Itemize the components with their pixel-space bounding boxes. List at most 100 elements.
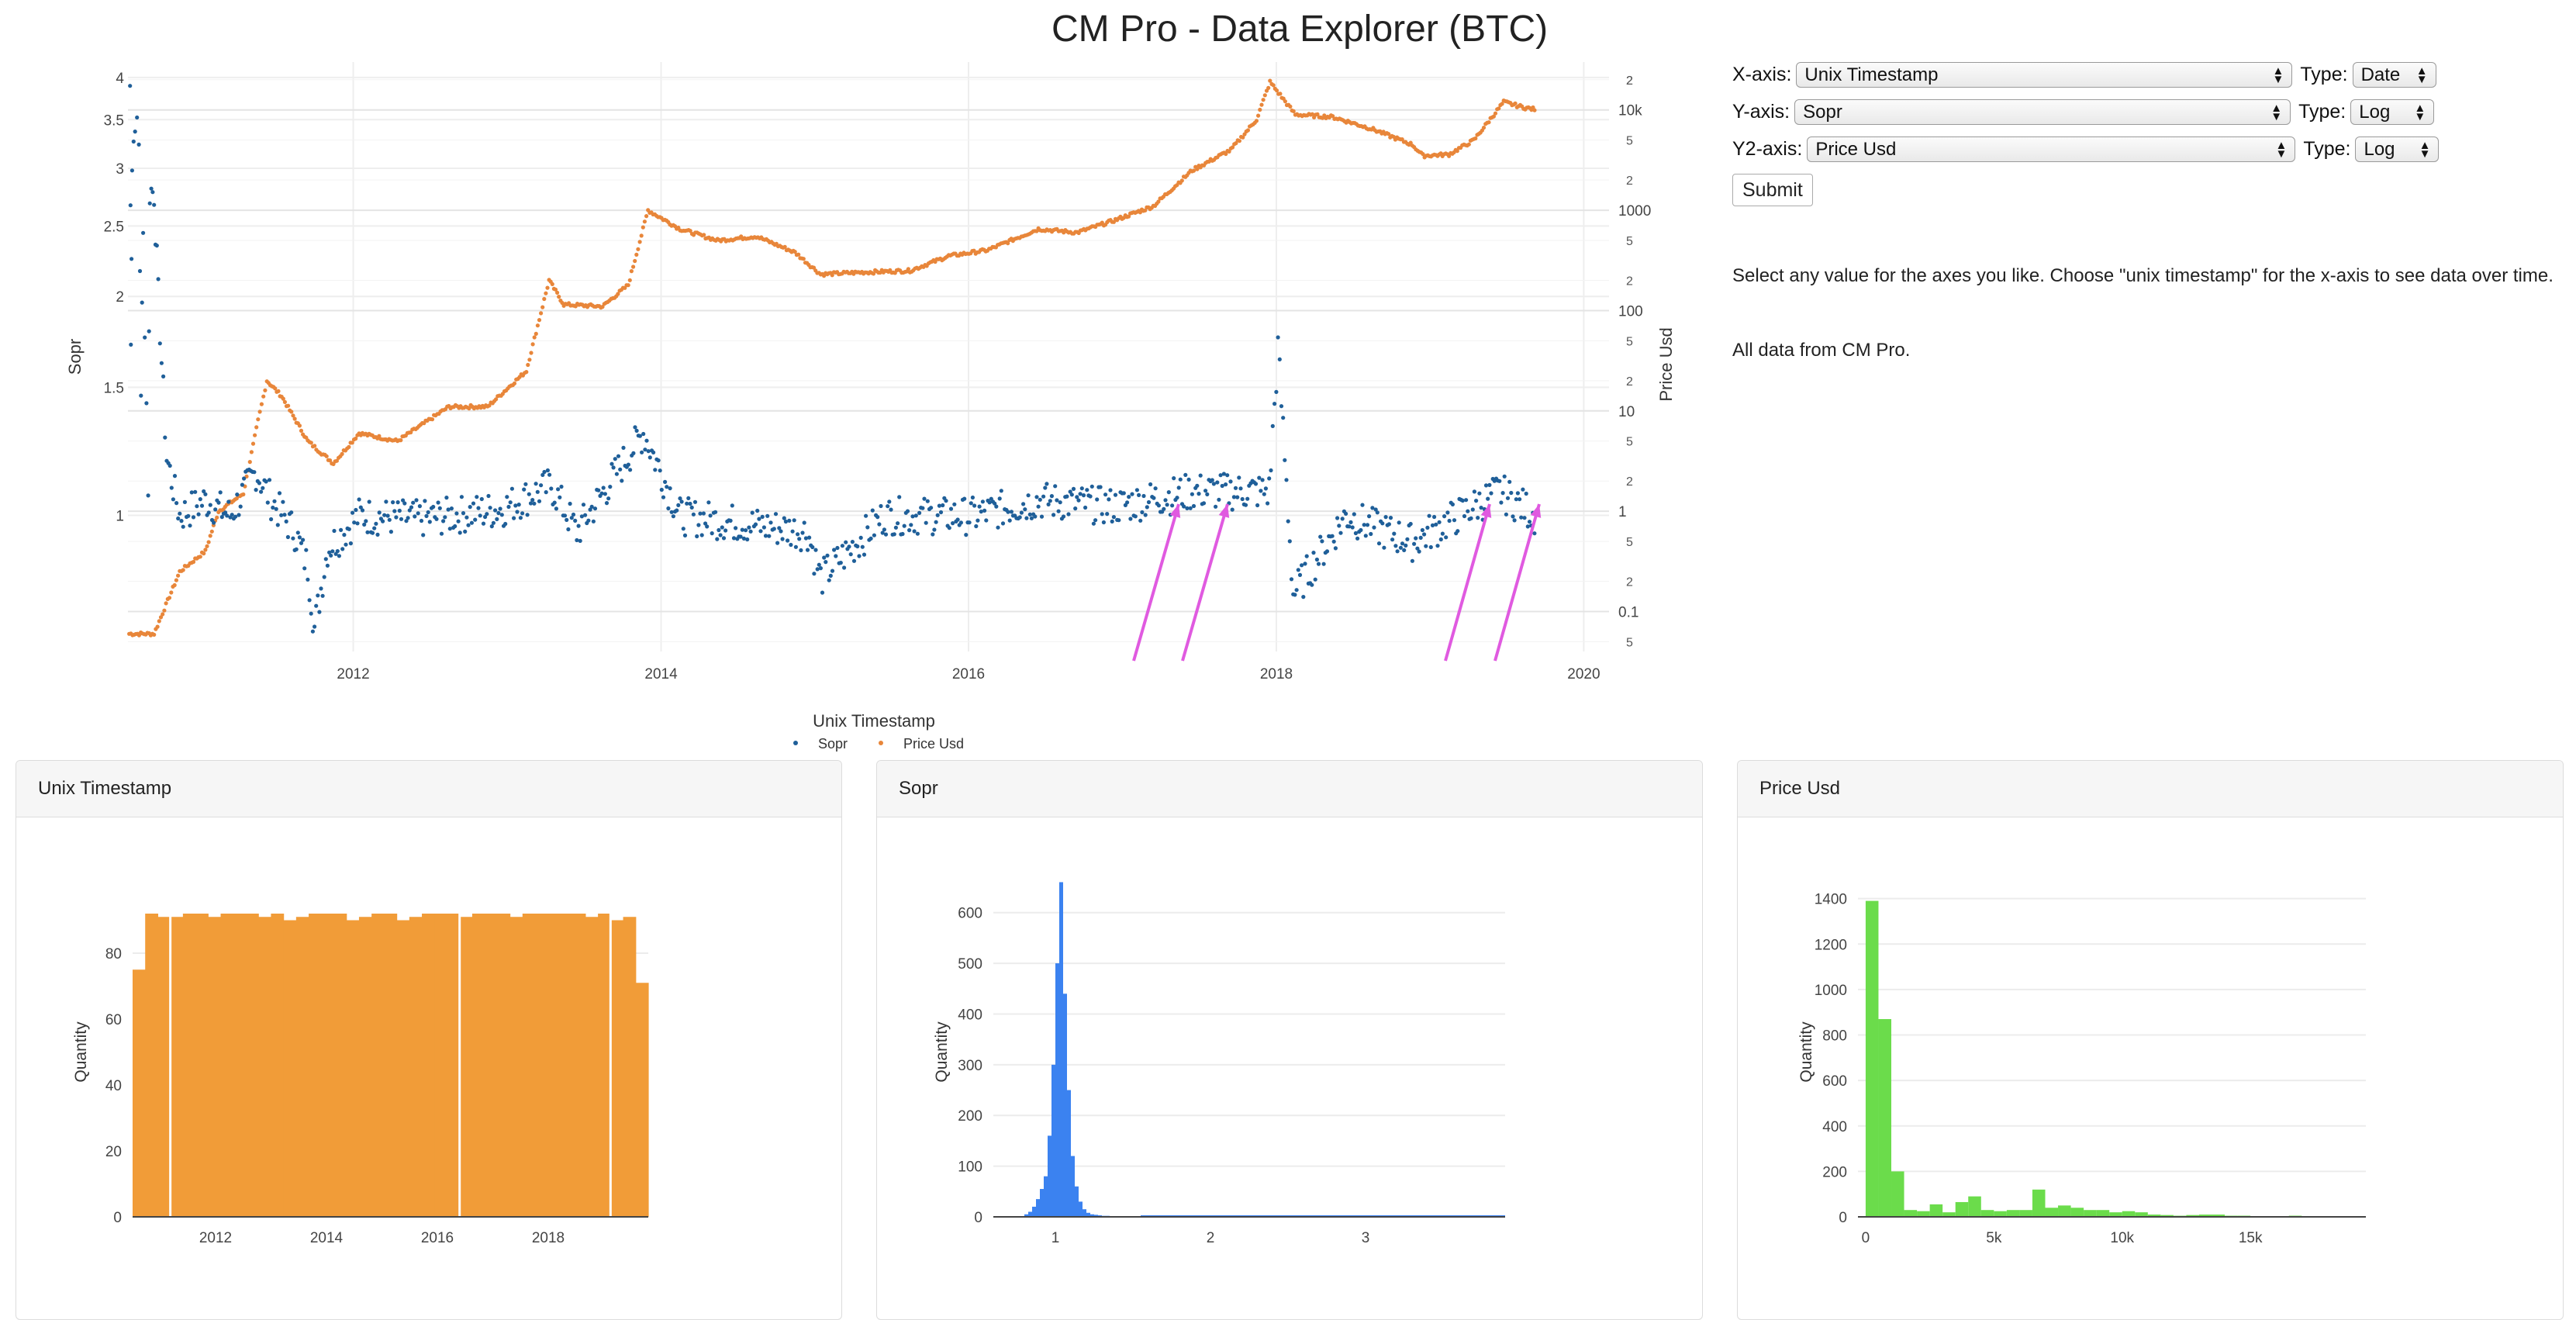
sopr-point: [330, 549, 335, 554]
sopr-point: [1145, 505, 1149, 510]
price-usd-point: [250, 441, 256, 446]
x-tick-label: 2012: [199, 1230, 232, 1246]
sopr-point: [1442, 514, 1447, 519]
y2-minor-tick-label: 2: [1626, 175, 1633, 188]
sopr-point: [295, 530, 300, 535]
sopr-point: [1176, 485, 1181, 490]
sopr-point: [1172, 476, 1176, 481]
price-usd-point: [560, 300, 565, 306]
sopr-point: [626, 462, 631, 467]
x-tick-label: 15k: [2239, 1230, 2263, 1246]
sopr-point: [1272, 402, 1277, 406]
sopr-point: [471, 501, 476, 506]
arrow-annotation: [1132, 503, 1180, 662]
y2-axis-label: Y2-axis:: [1732, 138, 1803, 160]
sopr-point: [1073, 506, 1078, 511]
sopr-point: [129, 342, 133, 347]
sopr-point: [641, 431, 646, 437]
sopr-point: [156, 277, 161, 282]
sopr-point: [1000, 521, 1006, 526]
sopr-point: [1033, 514, 1038, 519]
sopr-point: [1170, 503, 1175, 508]
histogram-price-usd[interactable]: 0 200 400 600 800 1000 1200 1400 Quantity 0 5k 10k 1…: [1738, 817, 2560, 1314]
y-axis-select[interactable]: Sopr ▲ ▼: [1794, 99, 2291, 125]
price-usd-point: [1179, 178, 1184, 183]
sopr-point: [568, 501, 572, 506]
sopr-point: [1395, 549, 1400, 554]
sopr-point: [496, 510, 501, 516]
sopr-point: [802, 520, 806, 525]
sopr-point: [815, 567, 820, 572]
y2-axis-type-select[interactable]: Log ▲ ▼: [2355, 136, 2440, 162]
sopr-point: [549, 486, 554, 491]
sopr-point: [279, 513, 284, 517]
price-usd-point: [291, 413, 295, 418]
price-usd-point: [1455, 149, 1459, 154]
sopr-point: [454, 511, 459, 516]
sopr-point: [980, 499, 985, 504]
histogram-bar: [309, 914, 322, 1217]
main-scatter-chart[interactable]: 2012 2014 2016 2018 2020 1 1.5 2 2.5 3 3.5 4 0.1 5 2 1 5…: [0, 0, 1690, 760]
sopr-point: [718, 533, 723, 537]
sopr-point: [242, 476, 247, 481]
sopr-point: [958, 520, 963, 525]
sopr-point: [478, 513, 482, 518]
histogram-sopr[interactable]: 0 100 200 300 400 500 600 Quantity 1 2 3: [877, 817, 1699, 1314]
sopr-point: [469, 520, 475, 525]
sopr-point: [1314, 557, 1319, 562]
sopr-point: [203, 492, 208, 496]
sopr-point: [499, 513, 504, 517]
sopr-point: [370, 530, 375, 535]
sopr-point: [745, 537, 750, 542]
sopr-point: [528, 501, 534, 506]
sopr-point: [381, 519, 385, 524]
sopr-point: [799, 548, 803, 553]
sopr-point: [575, 537, 579, 543]
sopr-point: [900, 531, 905, 537]
x-axis-type-select[interactable]: Date ▲ ▼: [2352, 62, 2436, 88]
sopr-point: [562, 513, 568, 518]
submit-button[interactable]: Submit: [1732, 174, 1813, 206]
histogram-bar: [1891, 1171, 1904, 1217]
histogram-bar: [245, 914, 259, 1217]
y-axis-type-select[interactable]: Log ▲ ▼: [2350, 99, 2435, 125]
sopr-point: [715, 537, 720, 541]
sopr-point: [1188, 506, 1193, 510]
sopr-point: [513, 503, 518, 508]
y2-axis-title: Price Usd: [1656, 327, 1676, 401]
sopr-point: [996, 525, 1000, 530]
sopr-point: [317, 610, 322, 614]
sopr-point: [647, 455, 652, 460]
sopr-point: [668, 486, 672, 491]
histogram-bar: [1024, 1214, 1028, 1217]
sopr-point: [620, 479, 624, 483]
sopr-point: [1175, 496, 1179, 500]
sopr-point: [525, 513, 530, 517]
sopr-point: [314, 603, 319, 608]
histogram-bar: [1067, 1090, 1071, 1217]
sopr-point: [1365, 523, 1370, 527]
histogram-bar: [271, 914, 285, 1217]
sopr-point: [1098, 485, 1103, 489]
histogram-bar: [2160, 1215, 2174, 1217]
sopr-point: [604, 501, 609, 506]
price-usd-point: [555, 290, 560, 295]
price-usd-point: [631, 264, 636, 269]
sopr-point: [1507, 479, 1512, 484]
sopr-point: [948, 506, 954, 511]
histogram-unix-timestamp[interactable]: 0 20 40 60 80 Quantity 2012 2014 2016 2018: [16, 817, 838, 1314]
sopr-point: [1417, 549, 1421, 554]
sopr-point: [468, 505, 472, 510]
histogram-bar: [560, 914, 574, 1217]
price-usd-point: [247, 460, 252, 465]
y2-minor-tick-label: 2: [1626, 275, 1633, 288]
sopr-point: [1462, 513, 1467, 519]
sopr-point: [1245, 496, 1250, 501]
x-axis-select[interactable]: Unix Timestamp ▲ ▼: [1796, 62, 2293, 88]
sopr-point: [993, 501, 997, 506]
y-tick-label: 300: [958, 1058, 982, 1074]
y2-axis-select[interactable]: Price Usd ▲ ▼: [1807, 136, 2296, 162]
price-usd-point: [639, 233, 644, 238]
sopr-point: [413, 514, 417, 519]
sopr-point: [466, 523, 471, 527]
